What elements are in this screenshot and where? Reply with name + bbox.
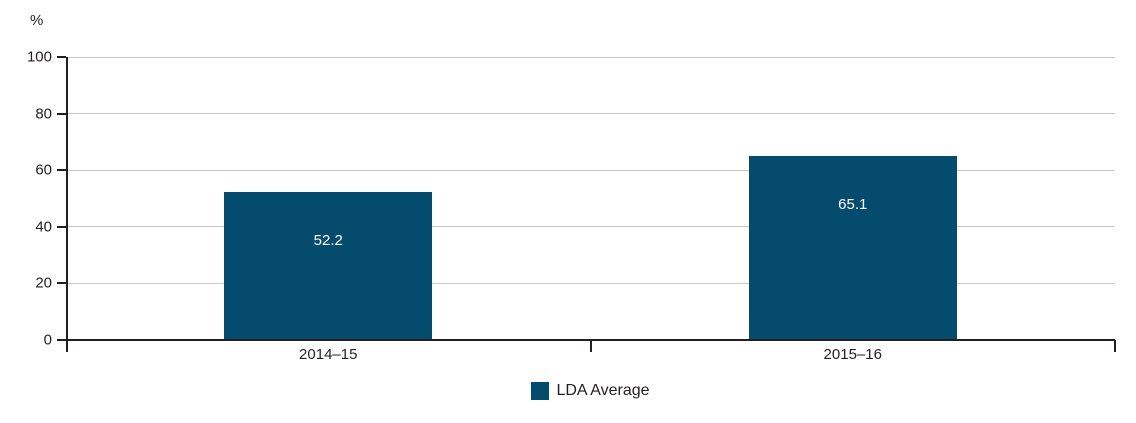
bar: 52.2: [224, 192, 433, 340]
y-axis-unit-label: %: [30, 12, 44, 29]
y-tick-mark: [57, 225, 66, 228]
x-tick-mark: [589, 340, 592, 352]
bar: 65.1: [748, 155, 957, 340]
y-tick-mark: [57, 112, 66, 115]
legend-label: LDA Average: [556, 382, 650, 399]
legend: LDA Average: [66, 381, 1115, 400]
gridline: [66, 282, 1115, 284]
legend-swatch: [531, 381, 550, 400]
y-tick-label: 0: [43, 331, 52, 349]
y-tick-mark: [57, 339, 66, 341]
x-category-label: 2015–16: [823, 346, 882, 363]
gridline: [66, 56, 1115, 58]
plot-area: 0 20 40 60 80 100 52.2 2014–15 65.1 2015–16: [27, 50, 1116, 363]
x-tick-mark: [1114, 340, 1116, 352]
y-axis-line: [66, 57, 68, 352]
gridline: [66, 226, 1115, 228]
y-tick-mark: [57, 169, 66, 172]
gridline: [66, 169, 1115, 171]
y-tick-label: 100: [26, 48, 52, 66]
x-category-label: 2014–15: [299, 346, 358, 363]
bar-value-label: 65.1: [838, 195, 868, 213]
y-tick-label: 80: [35, 105, 52, 123]
y-tick-label: 60: [35, 161, 52, 179]
gridline: [66, 113, 1115, 115]
y-tick-label: 20: [35, 274, 52, 292]
y-tick-label: 40: [35, 218, 52, 236]
y-tick-mark: [57, 56, 66, 58]
y-tick-mark: [57, 282, 66, 285]
bar-value-label: 52.2: [313, 232, 343, 250]
